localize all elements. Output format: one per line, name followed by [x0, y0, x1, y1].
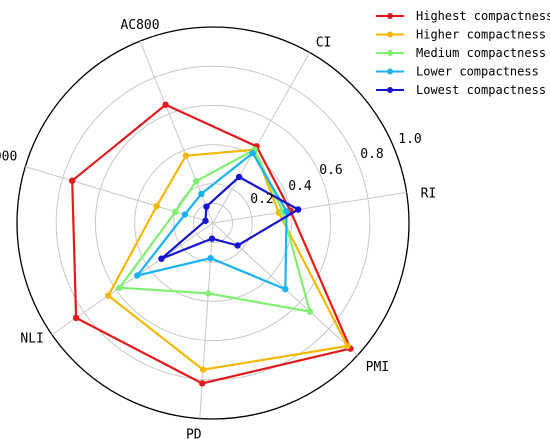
data-point — [153, 202, 160, 210]
data-point — [134, 272, 141, 279]
series-line — [107, 148, 349, 371]
data-point — [294, 206, 302, 213]
radar-labels: RI CI AC800 AC5000 NLI PD PMI 0.2 0.4 0.6 0.8 1.0 — [0, 18, 436, 439]
data-point — [198, 380, 206, 387]
data-point — [203, 203, 210, 210]
legend-marker — [387, 13, 393, 19]
legend-item: Higher compactness — [376, 28, 546, 42]
legend-marker — [387, 31, 393, 38]
axis-spoke — [51, 222, 214, 336]
axis-label-ac5000: AC5000 — [0, 150, 17, 165]
radial-tick-label: 0.2 — [250, 192, 273, 207]
data-point — [283, 208, 290, 215]
data-point — [116, 284, 123, 291]
axis-label-ci: CI — [316, 36, 332, 51]
legend-label: Highest compactness — [416, 9, 550, 23]
legend-item: Lower compactness — [376, 65, 539, 79]
axis-spoke — [212, 52, 311, 224]
data-point — [205, 290, 212, 297]
grid-ring — [94, 104, 332, 342]
data-point — [207, 255, 214, 262]
data-point — [208, 235, 216, 242]
legend-item: Highest compactness — [376, 9, 550, 23]
data-point — [162, 101, 169, 108]
legend-label: Medium compactness — [416, 46, 546, 60]
data-point — [234, 242, 241, 249]
data-point — [249, 149, 256, 157]
legend-label: Lower compactness — [416, 65, 539, 79]
data-point — [105, 292, 112, 299]
axis-spoke — [199, 222, 214, 419]
data-point — [306, 308, 314, 315]
axis-label-pmi: PMI — [366, 360, 389, 375]
series-3 — [134, 149, 290, 293]
data-point — [344, 342, 351, 350]
data-point — [202, 217, 209, 224]
data-point — [182, 152, 190, 159]
data-point — [72, 314, 80, 322]
legend: Highest compactness Higher compactness Med… — [376, 9, 550, 97]
series-line — [71, 103, 352, 385]
radar-series — [69, 101, 354, 387]
data-point — [282, 285, 289, 293]
series-4 — [158, 173, 302, 262]
series-line — [118, 148, 311, 313]
axis-label-ac800: AC800 — [120, 18, 159, 33]
axis-label-ri: RI — [421, 186, 437, 201]
radial-tick-label: 1.0 — [398, 132, 421, 147]
grid-ring — [192, 202, 234, 244]
data-point — [181, 211, 189, 218]
grid-ring — [134, 144, 292, 302]
axis-label-nli: NLI — [20, 332, 43, 347]
data-point — [193, 177, 200, 185]
axis-label-pd: PD — [186, 428, 202, 439]
legend-marker — [387, 87, 393, 93]
radial-tick-label: 0.6 — [319, 163, 342, 178]
legend-item: Lowest compactness — [376, 83, 546, 97]
data-point — [198, 190, 205, 198]
legend-marker — [387, 68, 393, 75]
legend-label: Lowest compactness — [416, 83, 546, 97]
data-point — [69, 177, 76, 184]
series-line — [160, 175, 300, 260]
legend-label: Higher compactness — [416, 28, 546, 42]
data-point — [172, 208, 179, 215]
legend-marker — [387, 50, 393, 56]
radial-tick-label: 0.8 — [360, 147, 383, 162]
axis-spoke — [212, 191, 407, 224]
data-point — [158, 255, 165, 262]
axis-spoke — [25, 166, 214, 224]
radar-grid — [16, 26, 410, 420]
radial-tick-label: 0.4 — [288, 179, 312, 194]
grid-ring — [16, 26, 410, 420]
series-line — [136, 152, 288, 291]
data-point — [199, 366, 207, 373]
data-point — [235, 173, 243, 181]
legend-item: Medium compactness — [376, 46, 546, 60]
